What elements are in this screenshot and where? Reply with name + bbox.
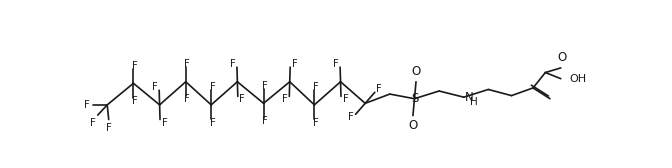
Text: O: O xyxy=(557,51,566,64)
Text: F: F xyxy=(239,94,245,104)
Text: F: F xyxy=(348,112,354,122)
Text: F: F xyxy=(230,59,235,69)
Text: F: F xyxy=(89,118,95,128)
Text: F: F xyxy=(262,81,267,91)
Text: F: F xyxy=(132,96,138,106)
Text: F: F xyxy=(210,118,216,128)
Text: F: F xyxy=(313,82,319,92)
Text: F: F xyxy=(184,59,190,69)
Text: F: F xyxy=(152,82,158,92)
Text: F: F xyxy=(132,61,138,71)
Text: F: F xyxy=(210,82,216,92)
Text: F: F xyxy=(292,59,298,69)
Text: F: F xyxy=(161,118,167,128)
Text: F: F xyxy=(376,84,382,94)
Text: F: F xyxy=(313,118,319,128)
Text: S: S xyxy=(411,92,418,105)
Text: O: O xyxy=(409,119,417,133)
Text: F: F xyxy=(262,116,267,126)
Text: OH: OH xyxy=(569,74,587,84)
Text: F: F xyxy=(282,94,288,104)
Text: N: N xyxy=(465,91,474,104)
Text: F: F xyxy=(343,94,348,104)
Text: O: O xyxy=(411,65,421,78)
Text: F: F xyxy=(106,123,112,133)
Text: F: F xyxy=(184,94,190,104)
Text: H: H xyxy=(470,97,478,107)
Text: F: F xyxy=(84,100,89,110)
Text: F: F xyxy=(333,59,339,69)
